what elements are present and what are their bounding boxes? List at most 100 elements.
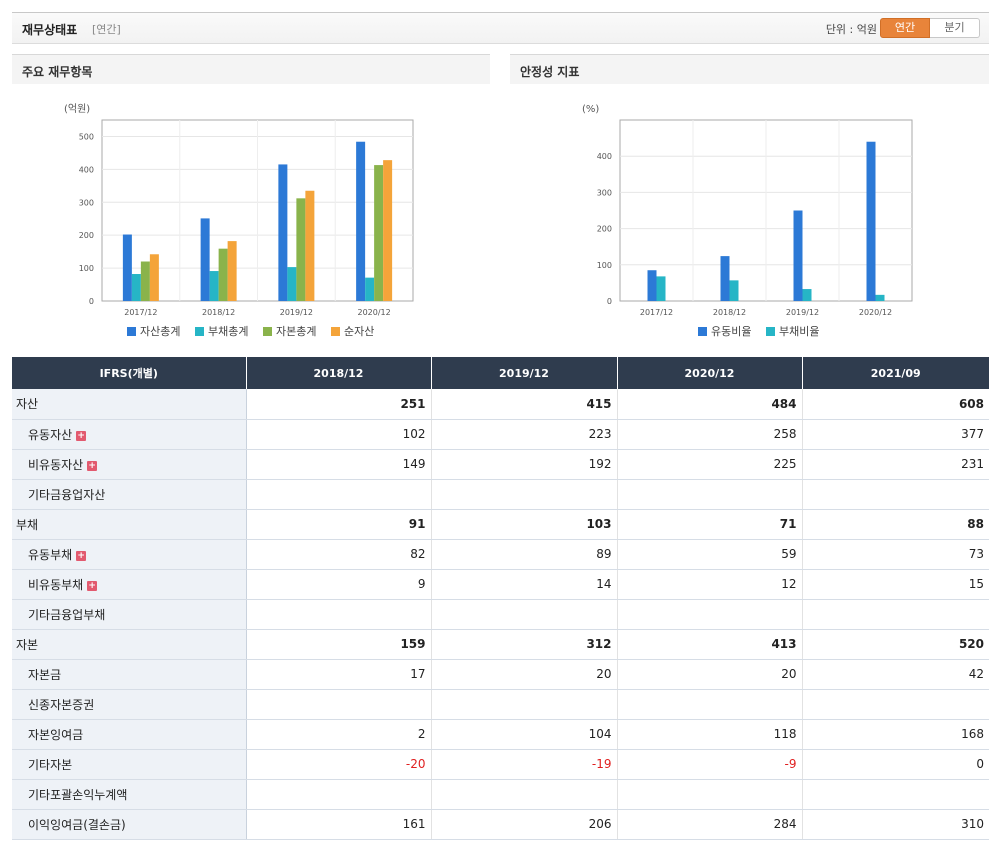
table-cell: 71: [617, 509, 803, 540]
row-label-text: 비유동부채: [28, 577, 84, 592]
table-row: 신종자본증권: [12, 689, 989, 720]
table-row: 비유동자산 +149 192 225 231: [12, 449, 989, 480]
bar-1: [122, 234, 132, 301]
header-period: 2019/12: [431, 357, 618, 389]
table-cell: [431, 479, 618, 510]
table-cell: 415: [431, 389, 618, 420]
row-label: 비유동자산 +: [12, 449, 247, 480]
financial-statement-header: 재무상태표 [연간] 단위 : 억원 연간 분기: [12, 12, 989, 44]
bar-3: [296, 198, 306, 301]
bar-4: [305, 190, 315, 301]
table-cell: 225: [617, 449, 803, 480]
table-cell: [246, 779, 432, 810]
bar-1: [793, 210, 803, 301]
quarterly-toggle-button[interactable]: 분기: [930, 18, 980, 38]
legend-swatch: [195, 327, 204, 336]
expand-plus-icon[interactable]: +: [76, 430, 87, 441]
row-label-text: 기타금융업자산: [28, 487, 106, 502]
bar-4: [383, 160, 393, 301]
x-tick-label: 2017/12: [124, 308, 157, 317]
bar-3: [374, 165, 384, 301]
row-label: 유동자산 +: [12, 419, 247, 450]
row-label-text: 신종자본증권: [28, 697, 95, 712]
row-label: 기타포괄손익누계액: [12, 779, 247, 810]
bar-4: [149, 254, 159, 301]
bar-2: [875, 294, 885, 301]
stability-title: 안정성 지표: [510, 54, 989, 84]
legend-label: 부채비율: [779, 325, 819, 338]
table-cell: 223: [431, 419, 618, 450]
y-axis-label: (%): [582, 104, 599, 115]
table-cell: 413: [617, 629, 803, 660]
key-financials-chart: (억원) 0 100 200 300 400 500 2017/12 2018/12 2019/1…: [64, 103, 414, 338]
table-cell: 118: [617, 719, 803, 750]
y-tick-label: 400: [79, 165, 94, 174]
table-cell: 251: [246, 389, 432, 420]
table-cell: 42: [802, 659, 989, 690]
header-basis: IFRS(개별): [12, 357, 247, 389]
balance-sheet-table: IFRS(개별) 2018/12 2019/12 2020/12 2021/09 자산 2…: [12, 357, 989, 840]
table-cell: [617, 779, 803, 810]
section-title: 재무상태표: [22, 23, 78, 37]
table-cell: 608: [802, 389, 989, 420]
key-financials-panel: 주요 재무항목 (억원) 0 100 200 300 400 500 2017/12 2018/…: [12, 54, 490, 354]
table-cell: 82: [246, 539, 432, 570]
x-tick-label: 2018/12: [713, 308, 746, 317]
table-cell: 377: [802, 419, 989, 450]
row-label-text: 유동자산: [28, 427, 73, 442]
bar-2: [131, 274, 141, 301]
bar-1: [278, 164, 288, 301]
row-label-text: 자본잉여금: [28, 727, 84, 742]
expand-plus-icon[interactable]: +: [87, 580, 98, 591]
table-cell: 312: [431, 629, 618, 660]
legend-label: 부채총계: [208, 325, 248, 338]
bar-2: [802, 289, 812, 301]
table-cell: [802, 479, 989, 510]
row-label: 기타자본: [12, 749, 247, 780]
row-label-text: 자본: [16, 637, 39, 652]
table-cell: [431, 689, 618, 720]
table-cell: [802, 689, 989, 720]
table-cell: [246, 599, 432, 630]
bar-1: [866, 141, 876, 301]
bar-3: [218, 248, 228, 301]
table-cell: 161: [246, 809, 432, 840]
table-cell: 89: [431, 539, 618, 570]
expand-plus-icon[interactable]: +: [87, 460, 98, 471]
table-row: 기타금융업자산: [12, 479, 989, 510]
table-cell: [802, 599, 989, 630]
row-label: 비유동부채 +: [12, 569, 247, 600]
bar-2: [365, 277, 375, 301]
table-cell: 192: [431, 449, 618, 480]
table-row: 부채 91 103 71 88: [12, 509, 989, 540]
table-cell: 9: [246, 569, 432, 600]
legend-swatch: [263, 327, 272, 336]
table-row: 자본잉여금 2 104 118 168: [12, 719, 989, 750]
table-cell: 2: [246, 719, 432, 750]
table-cell: 520: [802, 629, 989, 660]
expand-plus-icon[interactable]: +: [76, 550, 87, 561]
table-cell: 14: [431, 569, 618, 600]
bar-1: [200, 218, 210, 301]
table-row: 기타금융업부채: [12, 599, 989, 630]
y-tick-label: 400: [597, 152, 612, 161]
table-row: 자본 159 312 413 520: [12, 629, 989, 660]
legend-label: 자산총계: [140, 325, 180, 338]
bar-1: [356, 141, 366, 301]
row-label-text: 부채: [16, 517, 39, 532]
legend-swatch: [127, 327, 136, 336]
legend-swatch: [331, 327, 340, 336]
table-cell: 15: [802, 569, 989, 600]
y-tick-label: 100: [597, 261, 612, 270]
period-tag: [연간]: [92, 23, 121, 36]
row-label-text: 기타금융업부채: [28, 607, 106, 622]
table-row: 유동부채 +82 89 59 73: [12, 539, 989, 570]
table-row: 자본금 17 20 20 42: [12, 659, 989, 690]
y-tick-label: 100: [79, 264, 94, 273]
annual-toggle-button[interactable]: 연간: [880, 18, 930, 38]
row-label-text: 비유동자산: [28, 457, 84, 472]
bar-4: [227, 241, 237, 301]
x-tick-label: 2019/12: [280, 308, 313, 317]
row-label: 기타금융업부채: [12, 599, 247, 630]
y-tick-label: 200: [597, 225, 612, 234]
